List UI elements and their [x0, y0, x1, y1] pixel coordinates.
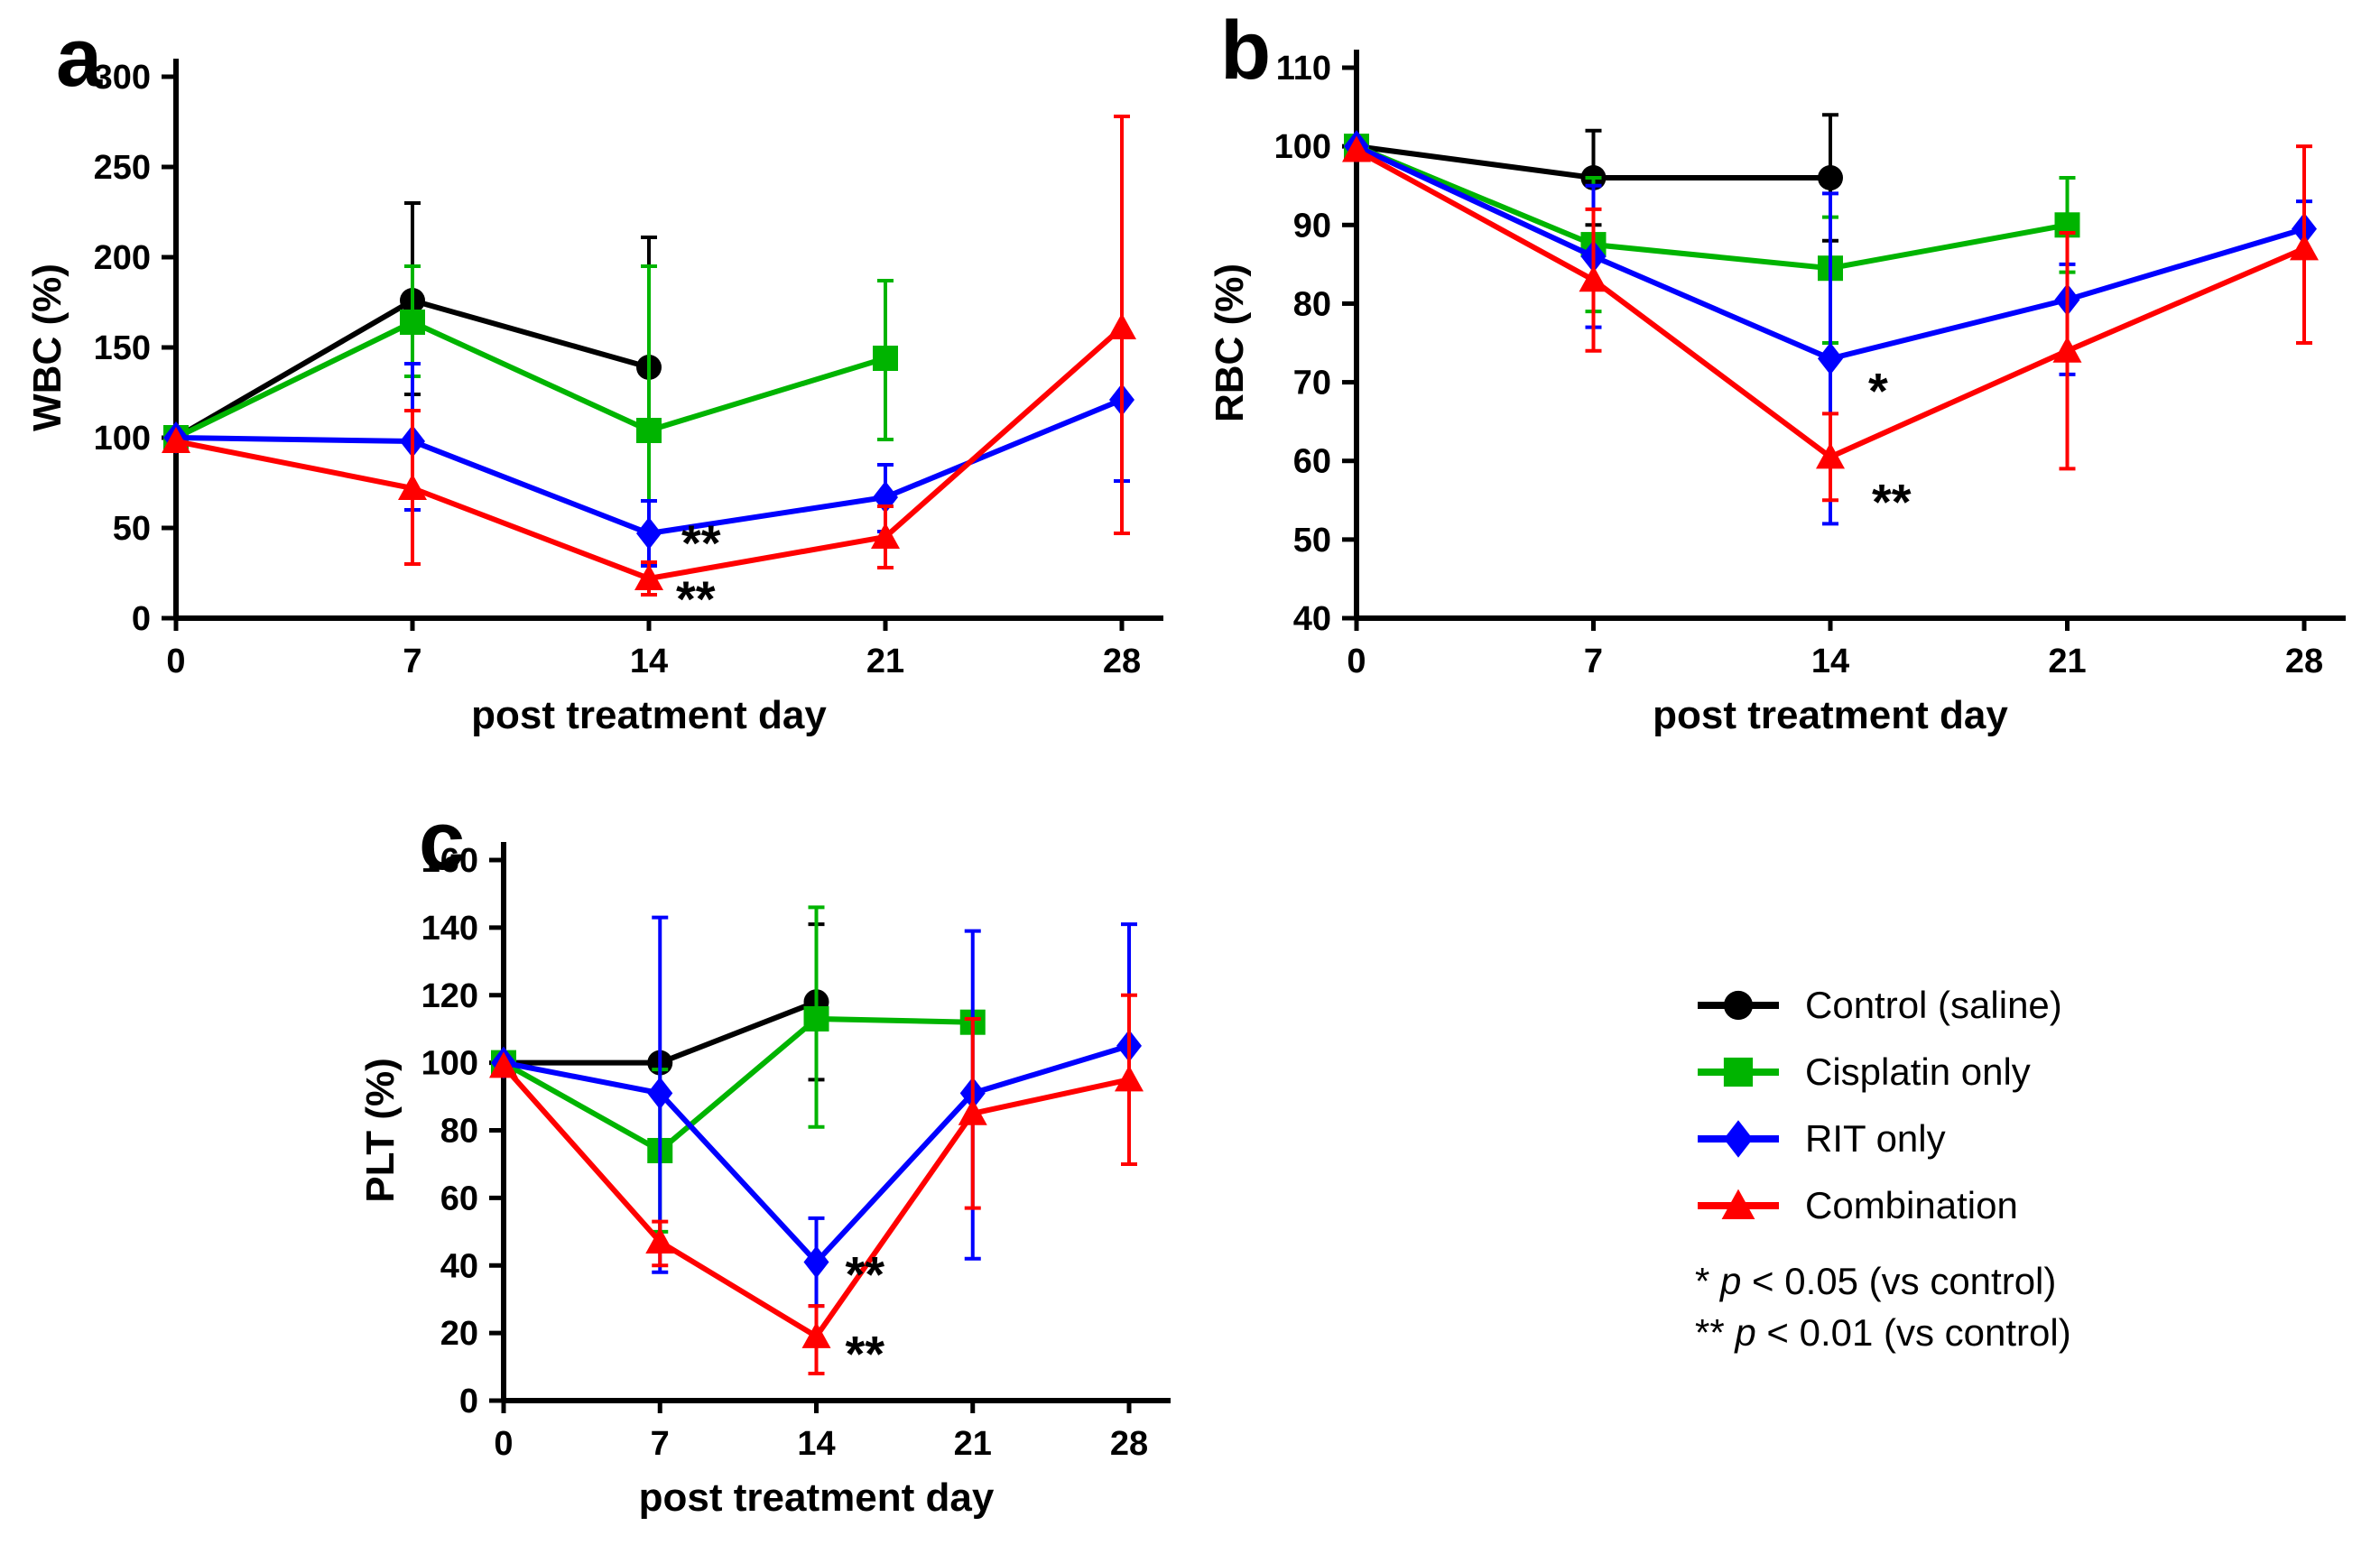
- p-symbol: p: [1720, 1260, 1742, 1302]
- legend-item-combination: Combination: [1695, 1182, 2327, 1229]
- svg-text:21: 21: [2048, 643, 2086, 680]
- svg-text:70: 70: [1293, 365, 1331, 402]
- panel-letter-a: a: [56, 12, 103, 104]
- svg-text:0: 0: [494, 1425, 513, 1463]
- svg-text:7: 7: [403, 643, 421, 680]
- svg-text:40: 40: [1293, 600, 1331, 638]
- svg-text:60: 60: [440, 1180, 478, 1217]
- svg-text:120: 120: [421, 977, 478, 1015]
- svg-text:0: 0: [132, 600, 151, 638]
- rit-diamond-icon: [1698, 1120, 1779, 1158]
- note-p001: ** p < 0.01 (vs control): [1695, 1308, 2327, 1359]
- svg-text:200: 200: [94, 239, 151, 277]
- svg-text:14: 14: [797, 1425, 835, 1463]
- svg-text:7: 7: [1584, 643, 1603, 680]
- svg-text:WBC (%): WBC (%): [25, 264, 69, 431]
- legend-label: Combination: [1805, 1184, 2018, 1226]
- svg-text:40: 40: [440, 1247, 478, 1285]
- svg-text:0: 0: [166, 643, 185, 680]
- svg-text:7: 7: [651, 1425, 670, 1463]
- svg-text:80: 80: [1293, 285, 1331, 323]
- svg-text:RBC (%): RBC (%): [1208, 264, 1252, 422]
- svg-text:140: 140: [421, 910, 478, 948]
- legend-label: Cisplatin only: [1805, 1050, 2031, 1093]
- svg-text:20: 20: [440, 1315, 478, 1353]
- svg-text:21: 21: [954, 1425, 992, 1463]
- panel-letter-c: c: [419, 795, 466, 887]
- cisplatin-square-icon: [1698, 1057, 1779, 1087]
- svg-text:28: 28: [2285, 643, 2323, 680]
- significance-notes: * p < 0.05 (vs control) ** p < 0.01 (vs …: [1695, 1256, 2327, 1358]
- svg-text:100: 100: [94, 420, 151, 458]
- svg-text:**: **: [676, 570, 716, 627]
- svg-text:post treatment day: post treatment day: [1653, 693, 2008, 737]
- legend-item-cisplatin: Cisplatin only: [1695, 1049, 2327, 1096]
- svg-text:28: 28: [1110, 1425, 1148, 1463]
- svg-text:100: 100: [1274, 128, 1331, 166]
- asterisk: *: [1695, 1260, 1710, 1302]
- svg-text:300: 300: [94, 59, 151, 97]
- note-text: < 0.05 (vs control): [1741, 1260, 2057, 1302]
- svg-text:21: 21: [866, 643, 904, 680]
- svg-text:14: 14: [1811, 643, 1849, 680]
- panel-letter-b: b: [1220, 5, 1272, 97]
- svg-text:110: 110: [1276, 50, 1331, 88]
- svg-text:post treatment day: post treatment day: [639, 1476, 995, 1520]
- asterisk: **: [1695, 1310, 1725, 1354]
- svg-text:50: 50: [113, 510, 151, 548]
- p-symbol: p: [1735, 1310, 1756, 1354]
- svg-text:250: 250: [94, 149, 151, 187]
- svg-text:150: 150: [94, 329, 151, 367]
- svg-text:14: 14: [630, 643, 668, 680]
- svg-text:100: 100: [421, 1045, 478, 1083]
- svg-text:*: *: [1868, 362, 1888, 419]
- svg-text:**: **: [681, 514, 721, 571]
- svg-text:60: 60: [1293, 443, 1331, 481]
- legend: Control (saline) Cisplatin only RIT only…: [1695, 982, 2327, 1358]
- svg-text:0: 0: [459, 1383, 478, 1420]
- svg-text:28: 28: [1103, 643, 1141, 680]
- svg-text:**: **: [846, 1326, 885, 1383]
- combination-triangle-icon: [1698, 1189, 1779, 1219]
- legend-item-control: Control (saline): [1695, 982, 2327, 1029]
- legend-label: Control (saline): [1805, 984, 2062, 1026]
- svg-text:0: 0: [1347, 643, 1366, 680]
- note-text: < 0.01 (vs control): [1755, 1310, 2071, 1354]
- note-p005: * p < 0.05 (vs control): [1695, 1256, 2327, 1308]
- svg-text:90: 90: [1293, 207, 1331, 245]
- control-circle-icon: [1698, 990, 1779, 1021]
- svg-text:post treatment day: post treatment day: [471, 693, 827, 737]
- svg-text:**: **: [846, 1245, 885, 1302]
- legend-item-rit: RIT only: [1695, 1115, 2327, 1162]
- svg-text:**: **: [1872, 474, 1912, 531]
- svg-text:50: 50: [1293, 522, 1331, 560]
- svg-text:160: 160: [421, 842, 478, 880]
- svg-text:PLT (%): PLT (%): [358, 1058, 403, 1203]
- svg-text:80: 80: [440, 1113, 478, 1151]
- legend-label: RIT only: [1805, 1117, 1946, 1160]
